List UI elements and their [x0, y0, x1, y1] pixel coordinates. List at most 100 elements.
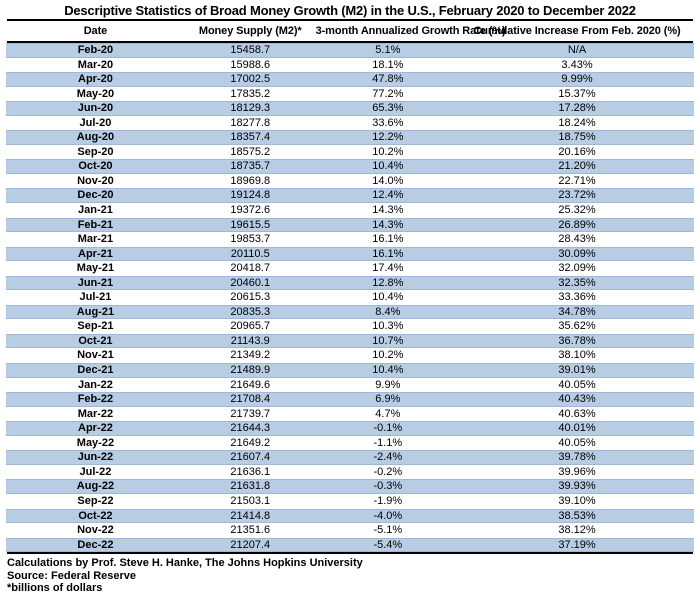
cell-money-supply: 21351.6	[230, 524, 271, 537]
cell-date: Nov-22	[77, 524, 114, 537]
cell-date: May-20	[76, 87, 115, 100]
table-row: Oct-21 21143.9 10.7% 36.78%	[6, 333, 694, 349]
table-row: Oct-20 18735.7 10.4% 21.20%	[6, 159, 694, 174]
cell-cumulative-increase: 40.05%	[558, 378, 596, 391]
column-header-cumulative-increase: Cumulative Increase From Feb. 2020 (%)	[473, 25, 681, 37]
bottom-divider	[7, 552, 693, 555]
cell-money-supply: 21349.2	[230, 349, 271, 362]
cell-cumulative-increase: 34.78%	[558, 305, 596, 318]
table-row: Nov-20 18969.8 14.0% 22.71%	[6, 174, 694, 189]
cell-money-supply: 19372.6	[230, 204, 271, 217]
cell-money-supply: 20835.3	[230, 305, 271, 318]
table-row: Nov-22 21351.6 -5.1% 38.12%	[6, 523, 694, 538]
cell-money-supply: 17835.2	[230, 87, 271, 100]
cell-growth-rate: 16.1%	[372, 247, 404, 260]
cell-cumulative-increase: 32.35%	[558, 276, 596, 289]
cell-date: Nov-21	[77, 349, 114, 362]
table-row: Mar-21 19853.7 16.1% 28.43%	[6, 232, 694, 247]
cell-date: Nov-20	[77, 174, 114, 187]
table-row: Aug-21 20835.3 8.4% 34.78%	[6, 304, 694, 320]
table-row: Jun-20 18129.3 65.3% 17.28%	[6, 101, 694, 116]
cell-growth-rate: -5.1%	[373, 524, 403, 537]
table-row: Sep-20 18575.2 10.2% 20.16%	[6, 145, 694, 160]
cell-growth-rate: 10.2%	[372, 349, 404, 362]
table-row: Jul-20 18277.8 33.6% 18.24%	[6, 116, 694, 131]
cell-cumulative-increase: 18.24%	[558, 116, 596, 129]
cell-growth-rate: 77.2%	[372, 87, 404, 100]
footer-units-note: *billions of dollars	[7, 582, 103, 595]
cell-date: Dec-21	[77, 364, 114, 377]
cell-money-supply: 17002.5	[230, 73, 271, 86]
footer-source-note: Source: Federal Reserve	[7, 569, 137, 582]
cell-money-supply: 21414.8	[230, 509, 271, 522]
cell-growth-rate: -4.0%	[373, 509, 403, 522]
table-row: Sep-22 21503.1 -1.9% 39.10%	[6, 494, 694, 509]
table-row: Feb-21 19615.5 14.3% 26.89%	[6, 217, 694, 233]
table-row: May-22 21649.2 -1.1% 40.05%	[6, 436, 694, 451]
cell-growth-rate: -1.1%	[373, 436, 403, 449]
cell-money-supply: 21649.2	[230, 436, 271, 449]
table-row: Sep-21 20965.7 10.3% 35.62%	[6, 319, 694, 334]
column-header-money-supply: Money Supply (M2)*	[198, 25, 302, 37]
cell-cumulative-increase: N/A	[567, 44, 587, 56]
cell-cumulative-increase: 39.96%	[558, 465, 596, 478]
cell-money-supply: 21489.9	[230, 364, 271, 377]
cell-date: Feb-21	[77, 218, 114, 231]
table-row: Mar-22 21739.7 4.7% 40.63%	[6, 407, 694, 422]
cell-cumulative-increase: 9.99%	[561, 73, 593, 86]
cell-cumulative-increase: 21.20%	[558, 160, 596, 173]
cell-cumulative-increase: 30.09%	[558, 247, 596, 260]
cell-money-supply: 21503.1	[230, 494, 271, 507]
cell-growth-rate: 10.4%	[372, 364, 404, 377]
cell-date: Oct-20	[78, 160, 113, 173]
cell-date: Oct-22	[78, 509, 113, 522]
table-row: Dec-20 19124.8 12.4% 23.72%	[6, 188, 694, 204]
cell-growth-rate: -0.2%	[373, 465, 403, 478]
table-row: Jan-21 19372.6 14.3% 25.32%	[6, 203, 694, 218]
cell-growth-rate: 9.9%	[375, 378, 401, 391]
cell-growth-rate: -5.4%	[373, 538, 403, 551]
cell-date: Dec-22	[77, 538, 114, 551]
cell-growth-rate: 16.1%	[372, 233, 404, 246]
cell-money-supply: 20965.7	[230, 320, 271, 333]
table-row: Apr-22 21644.3 -0.1% 40.01%	[6, 421, 694, 436]
table-footer: Calculations by Prof. Steve H. Hanke, Th…	[6, 554, 694, 595]
table-header-row: Date Money Supply (M2)* 3-month Annualiz…	[6, 21, 694, 41]
cell-money-supply: 21649.6	[230, 378, 271, 391]
cell-date: Jun-22	[77, 451, 114, 464]
cell-cumulative-increase: 40.43%	[558, 393, 596, 406]
cell-money-supply: 21143.9	[230, 334, 270, 347]
cell-money-supply: 20460.1	[230, 276, 271, 289]
cell-growth-rate: -2.4%	[373, 451, 403, 464]
cell-cumulative-increase: 39.01%	[558, 364, 596, 377]
title-divider	[7, 19, 693, 21]
cell-cumulative-increase: 15.37%	[558, 87, 596, 100]
cell-money-supply: 19124.8	[230, 189, 271, 202]
cell-date: Jul-20	[79, 116, 112, 129]
cell-date: Dec-20	[77, 189, 114, 202]
cell-growth-rate: -0.3%	[373, 480, 403, 493]
table-row: Oct-22 21414.8 -4.0% 38.53%	[6, 508, 694, 524]
table-row: Feb-20 15458.7 5.1% N/A	[6, 43, 694, 58]
table-row: Jun-22 21607.4 -2.4% 39.78%	[6, 450, 694, 465]
cell-growth-rate: 8.4%	[375, 305, 401, 318]
cell-cumulative-increase: 40.05%	[558, 436, 596, 449]
cell-cumulative-increase: 38.12%	[558, 524, 596, 537]
cell-growth-rate: -1.9%	[373, 494, 403, 507]
cell-date: Sep-21	[77, 320, 114, 333]
table-title: Descriptive Statistics of Broad Money Gr…	[64, 3, 636, 18]
cell-cumulative-increase: 40.01%	[558, 422, 596, 435]
cell-cumulative-increase: 26.89%	[558, 218, 596, 231]
table-row: Feb-22 21708.4 6.9% 40.43%	[6, 392, 694, 407]
table-row: May-20 17835.2 77.2% 15.37%	[6, 87, 694, 102]
cell-money-supply: 18129.3	[230, 102, 271, 115]
cell-money-supply: 20418.7	[230, 262, 271, 275]
cell-date: Feb-22	[77, 393, 114, 406]
cell-growth-rate: 10.2%	[372, 145, 404, 158]
cell-cumulative-increase: 37.19%	[558, 538, 596, 551]
cell-cumulative-increase: 3.43%	[561, 58, 593, 71]
cell-cumulative-increase: 39.93%	[558, 480, 596, 493]
cell-growth-rate: 14.3%	[372, 218, 404, 231]
cell-growth-rate: 12.8%	[372, 276, 404, 289]
cell-growth-rate: 33.6%	[372, 116, 404, 129]
